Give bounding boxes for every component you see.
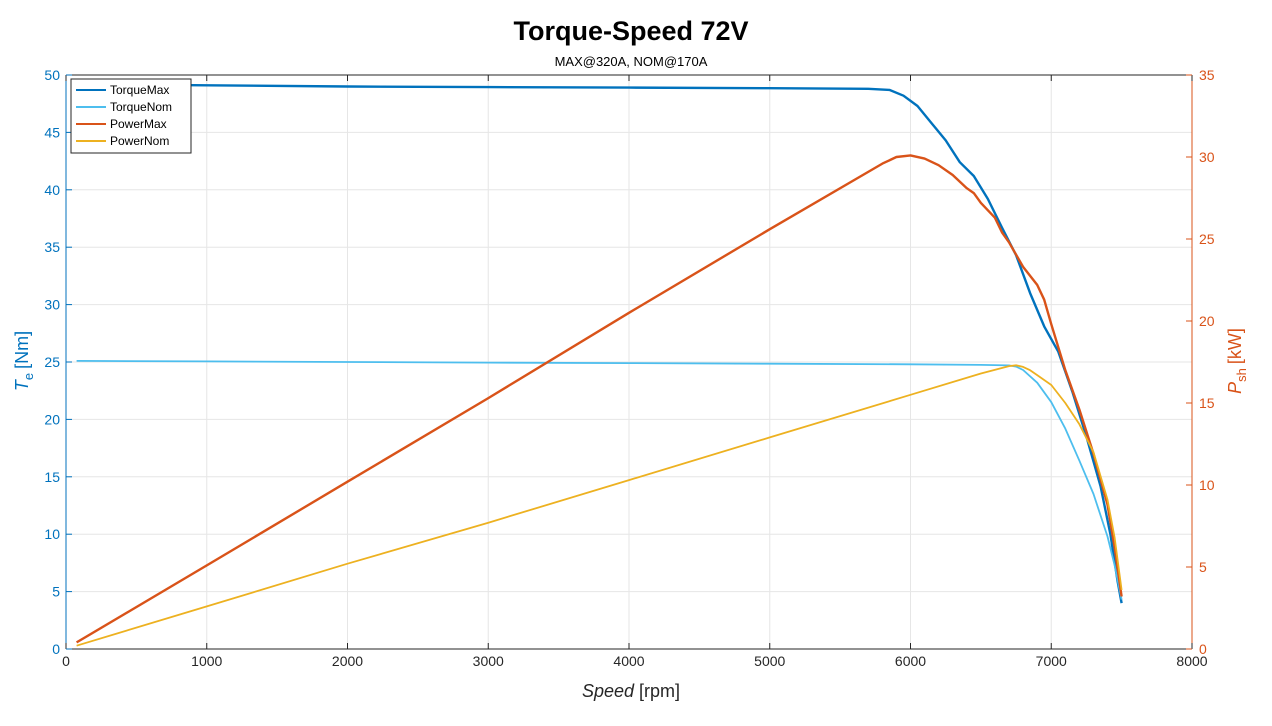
left-y-tick-label: 30	[44, 297, 60, 313]
x-tick-label: 0	[62, 653, 70, 669]
x-tick-label: 5000	[754, 653, 785, 669]
legend: TorqueMax TorqueNom PowerMax PowerNom	[70, 78, 192, 154]
right-y-axis-label-sub: sh	[1234, 368, 1249, 382]
right-y-axis-label-main: P	[1225, 382, 1245, 394]
x-axis-label-unit: [rpm]	[639, 681, 680, 701]
x-tick-label: 2000	[332, 653, 363, 669]
x-tick-label: 3000	[473, 653, 504, 669]
right-y-tick-label: 0	[1199, 641, 1207, 657]
legend-label-torquenom: TorqueNom	[110, 100, 172, 114]
left-y-axis-label-sub: e	[21, 373, 36, 380]
axes: 0 1000 2000 3000 4000 5000 6000 7000 80000510152…	[44, 67, 1214, 669]
x-tick-label: 6000	[895, 653, 926, 669]
left-y-tick-label: 25	[44, 354, 60, 370]
x-axis-label-main: Speed	[582, 681, 635, 701]
left-y-tick-label: 45	[44, 124, 60, 140]
right-y-tick-label: 5	[1199, 559, 1207, 575]
right-y-axis-label-unit: [kW]	[1225, 328, 1245, 364]
legend-label-powermax: PowerMax	[110, 117, 167, 131]
right-y-tick-label: 30	[1199, 149, 1215, 165]
series-line-torquemax	[76, 83, 1123, 604]
x-tick-label: 1000	[191, 653, 222, 669]
series-line-powernom	[76, 364, 1123, 647]
chart-subtitle: MAX@320A, NOM@170A	[555, 54, 708, 69]
left-y-axis-label-main: T	[12, 378, 32, 391]
right-y-tick-label: 15	[1199, 395, 1215, 411]
left-y-tick-label: 40	[44, 182, 60, 198]
left-y-tick-label: 15	[44, 469, 60, 485]
left-y-tick-label: 20	[44, 411, 60, 427]
legend-label-torquemax: TorqueMax	[110, 83, 169, 97]
right-y-tick-label: 25	[1199, 231, 1215, 247]
x-tick-label: 7000	[1036, 653, 1067, 669]
chart-title: Torque-Speed 72V	[513, 16, 748, 46]
left-y-tick-label: 5	[52, 584, 60, 600]
series-line-powermax	[75, 154, 1123, 644]
left-y-tick-label: 10	[44, 526, 60, 542]
left-y-tick-label: 50	[44, 67, 60, 83]
legend-label-powernom: PowerNom	[110, 134, 169, 148]
x-axis-label: Speed [rpm]	[582, 681, 680, 701]
left-y-tick-label: 35	[44, 239, 60, 255]
left-y-axis-label-unit: [Nm]	[12, 331, 32, 369]
left-y-axis-label: Te [Nm]	[12, 331, 36, 391]
right-y-tick-label: 20	[1199, 313, 1215, 329]
x-tick-label: 8000	[1176, 653, 1207, 669]
left-y-tick-label: 0	[52, 641, 60, 657]
right-y-axis-label: Psh [kW]	[1225, 328, 1249, 394]
x-tick-label: 4000	[613, 653, 644, 669]
series-line-torquenom	[76, 360, 1123, 600]
right-y-tick-label: 35	[1199, 67, 1215, 83]
right-y-tick-label: 10	[1199, 477, 1215, 493]
series-lines	[75, 83, 1123, 647]
